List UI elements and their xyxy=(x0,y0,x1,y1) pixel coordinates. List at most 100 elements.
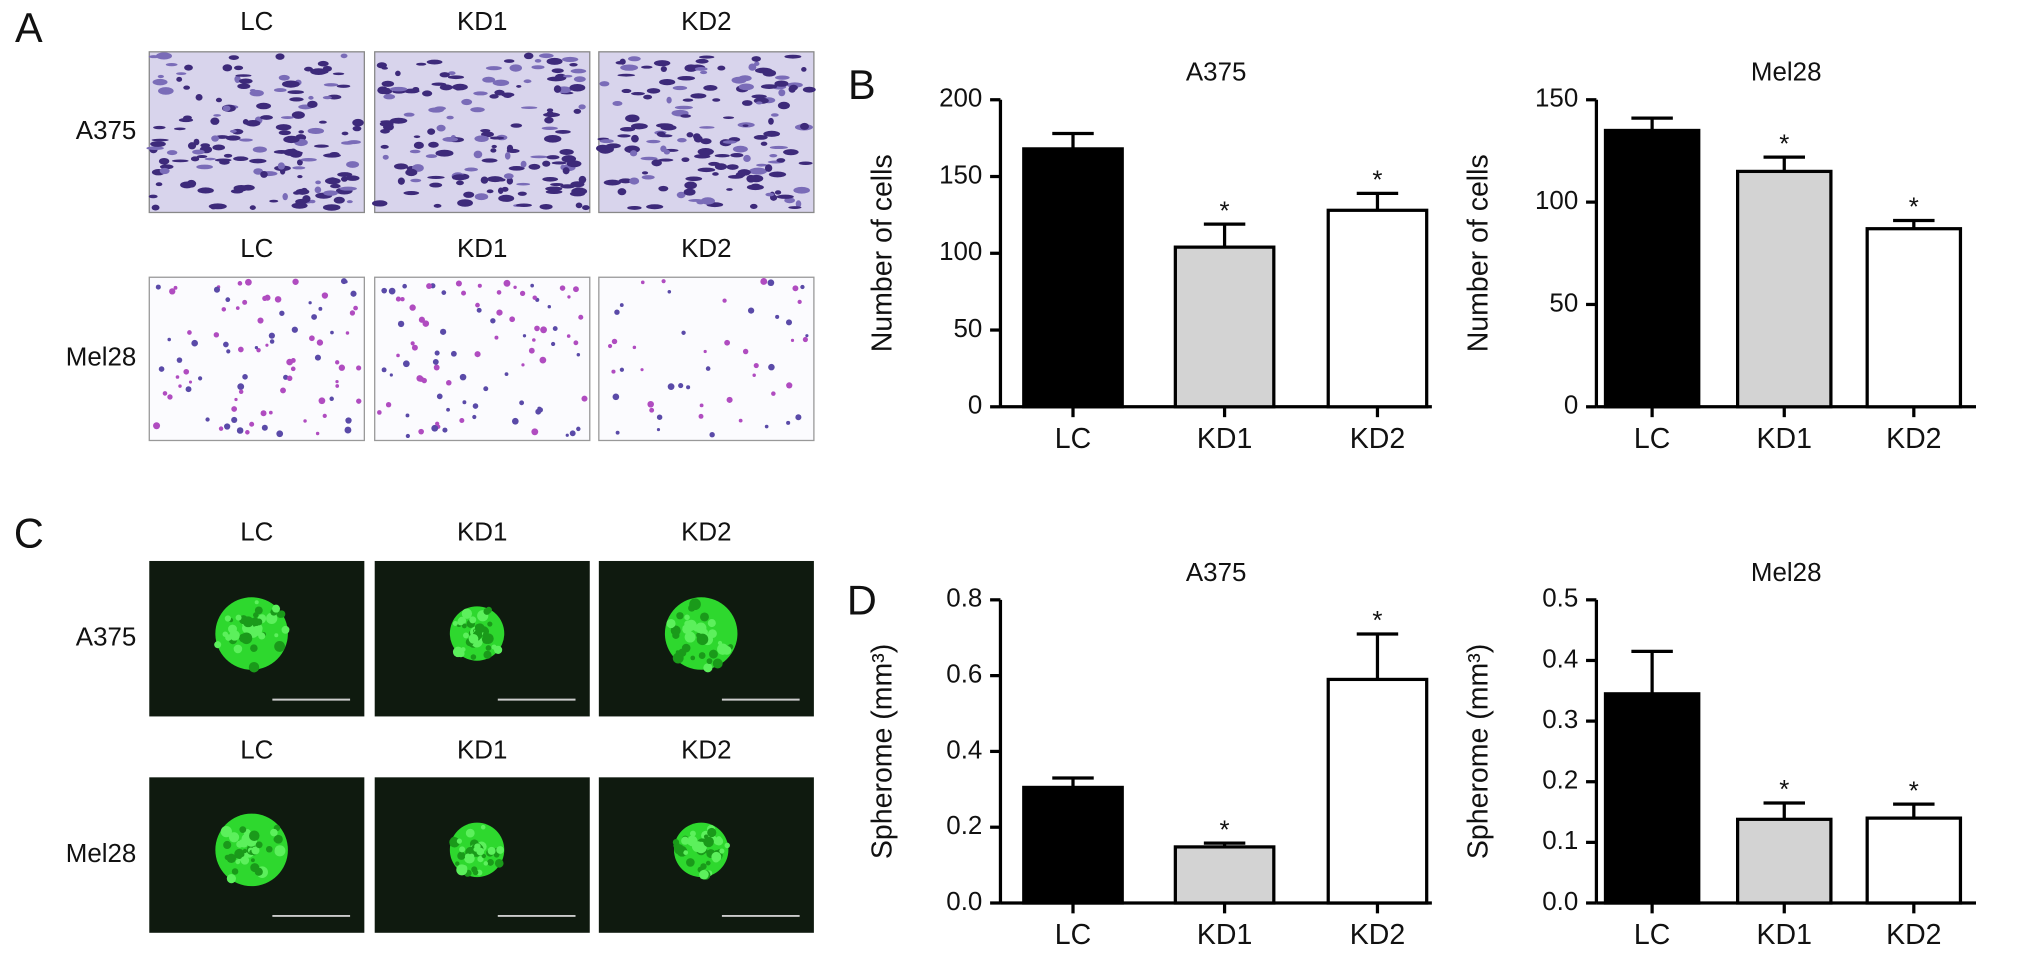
spheroid-texture xyxy=(274,641,286,652)
cell xyxy=(405,168,418,177)
x-tick-label: KD2 xyxy=(1350,423,1405,455)
cell xyxy=(790,338,795,342)
y-tick-label: 0.4 xyxy=(1542,645,1578,673)
cell xyxy=(523,52,534,60)
cell xyxy=(640,280,645,285)
x-tick-label: LC xyxy=(1634,423,1670,455)
y-axis-label: Number of cells xyxy=(866,154,898,352)
spheroid-texture xyxy=(249,830,260,841)
cell xyxy=(681,330,686,335)
cell xyxy=(569,83,586,92)
image-bg xyxy=(148,276,365,442)
cell xyxy=(447,75,465,80)
spheroid-texture xyxy=(719,848,725,854)
cell xyxy=(418,428,424,435)
cell xyxy=(315,431,320,436)
spheroid-texture xyxy=(465,828,475,838)
cell xyxy=(388,287,396,295)
cell xyxy=(389,117,408,124)
cell xyxy=(158,157,170,165)
cell xyxy=(191,339,198,347)
cell xyxy=(698,413,704,419)
column-label: LC xyxy=(240,235,273,263)
cell xyxy=(477,283,482,288)
micrograph xyxy=(598,276,815,442)
spheroid-texture xyxy=(681,643,691,653)
cell xyxy=(697,167,716,173)
cell xyxy=(768,363,775,371)
cell xyxy=(226,349,231,354)
spheroid-texture xyxy=(225,634,232,641)
spheroid-texture xyxy=(235,614,242,621)
cell xyxy=(292,278,299,285)
spheroid-texture xyxy=(494,859,504,868)
spheroid-texture xyxy=(276,611,284,618)
cell xyxy=(554,73,567,81)
bar xyxy=(1603,128,1701,409)
cell xyxy=(632,345,637,350)
column-label: KD2 xyxy=(681,8,731,36)
cell xyxy=(573,108,582,114)
cell xyxy=(233,156,249,162)
spheroid-texture xyxy=(691,841,703,852)
cell xyxy=(151,204,160,211)
cell xyxy=(789,84,798,91)
cell xyxy=(628,56,641,62)
error-bar xyxy=(1631,649,1673,694)
cell xyxy=(506,144,514,153)
cell xyxy=(566,334,571,338)
cell xyxy=(413,135,421,139)
cell xyxy=(273,88,287,93)
cell xyxy=(722,298,727,303)
cell xyxy=(651,159,662,167)
cell xyxy=(553,85,562,93)
cell xyxy=(763,130,781,137)
cell xyxy=(681,157,690,163)
cell xyxy=(309,199,316,204)
cell xyxy=(750,183,761,189)
cell xyxy=(722,116,735,120)
cell xyxy=(682,98,694,102)
cell xyxy=(323,190,338,196)
cell xyxy=(786,420,791,425)
cell xyxy=(726,164,739,170)
cell xyxy=(459,417,465,423)
cell xyxy=(463,191,475,198)
cell xyxy=(434,106,446,111)
cell xyxy=(389,86,408,92)
cell xyxy=(550,182,564,187)
cell xyxy=(690,93,707,99)
cell xyxy=(291,202,308,209)
spheroid-texture xyxy=(472,869,479,876)
cell xyxy=(344,426,352,434)
cell xyxy=(395,296,401,302)
spheroid-texture xyxy=(226,874,236,884)
cell xyxy=(519,290,526,297)
cell xyxy=(431,82,447,86)
spheroid-texture xyxy=(483,607,491,615)
spheroid-texture xyxy=(250,644,258,652)
cell xyxy=(169,288,176,295)
cell xyxy=(298,130,304,134)
cell xyxy=(155,52,172,60)
spheroid-texture xyxy=(724,842,730,849)
x-tick-label: KD1 xyxy=(1197,919,1252,951)
spheroid-texture xyxy=(683,850,689,855)
cell xyxy=(283,135,300,144)
cell xyxy=(167,337,171,342)
cell xyxy=(231,416,238,424)
cell xyxy=(743,154,751,162)
chart-title: A375 xyxy=(1186,559,1247,587)
cell xyxy=(295,188,310,195)
spheroid-texture xyxy=(485,645,492,651)
cell xyxy=(339,186,357,191)
cell xyxy=(513,285,517,289)
cell xyxy=(412,86,420,92)
spheroid-texture xyxy=(457,618,465,626)
cell xyxy=(754,61,760,66)
cell xyxy=(211,135,220,142)
cell xyxy=(196,155,208,159)
cell xyxy=(618,178,633,184)
cell xyxy=(621,88,632,94)
cell xyxy=(235,306,240,310)
